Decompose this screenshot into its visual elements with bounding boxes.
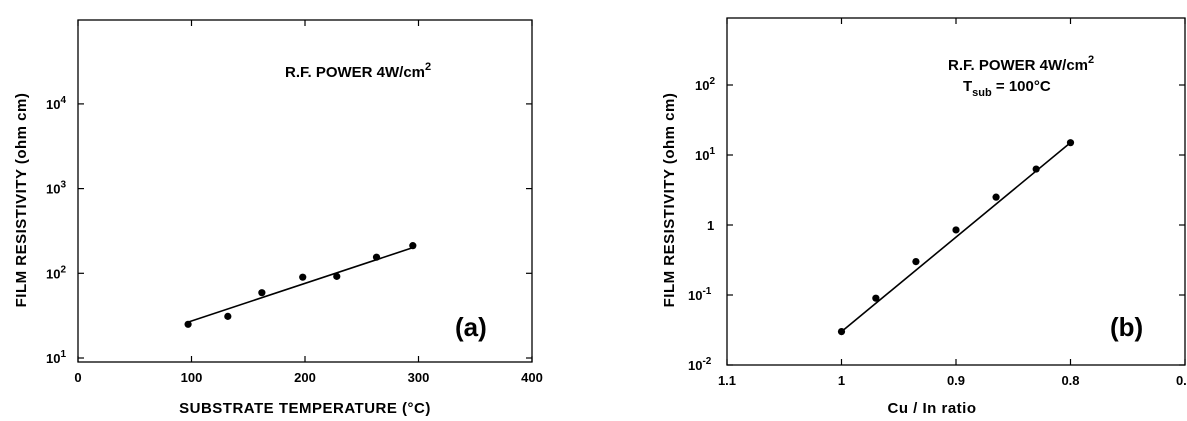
x-tick-label: 200 [294, 370, 316, 385]
y-tick-label: 101 [46, 349, 66, 366]
annotation-rf-power-a: R.F. POWER 4W/cm2 [285, 61, 431, 81]
data-point [299, 273, 307, 281]
y-axis-title-a: FILM RESISTIVITY (ohm cm) [13, 93, 30, 308]
x-tick-label: 1.1 [718, 373, 736, 388]
data-point [912, 258, 920, 266]
x-tick-label: 1 [838, 373, 845, 388]
x-tick-label: 300 [408, 370, 430, 385]
data-point [333, 272, 341, 280]
x-tick-label: 400 [521, 370, 543, 385]
data-point [992, 193, 1000, 201]
data-point [258, 289, 266, 297]
y-tick-label: 104 [46, 95, 66, 112]
chart-panel-a: 0 100 200 300 400 101 102 103 104 R.F. POWER 4W… [13, 19, 543, 417]
panel-label-a: (a) [455, 312, 487, 342]
data-points-b [837, 139, 1075, 336]
x-axis-title-b: Cu / In ratio [888, 400, 977, 417]
fit-line-b [840, 142, 1072, 333]
x-tick-label: 100 [181, 370, 203, 385]
y-axis-title-b: FILM RESISTIVITY (ohm cm) [661, 93, 678, 308]
annotation-rf-power-b: R.F. POWER 4W/cm2 [948, 54, 1094, 74]
x-tick-label: 0.7 [1176, 373, 1187, 388]
x-ticks-a: 0 100 200 300 400 [74, 20, 543, 385]
x-tick-label: 0.9 [947, 373, 965, 388]
y-tick-label: 103 [46, 180, 66, 197]
chart-panel-b: 1.1 1 0.9 0.8 0.7 10-2 10-1 1 101 102 R.F. POWER… [661, 17, 1187, 417]
y-tick-label: 102 [46, 264, 66, 281]
y-tick-label: 10-2 [688, 356, 712, 373]
y-tick-label: 102 [695, 76, 715, 93]
x-tick-label: 0 [74, 370, 81, 385]
data-point [1032, 165, 1040, 173]
panel-label-b: (b) [1110, 312, 1143, 342]
y-tick-label: 1 [707, 218, 714, 233]
x-ticks-b: 1.1 1 0.9 0.8 0.7 [718, 18, 1187, 388]
x-tick-label: 0.8 [1061, 373, 1079, 388]
data-point [224, 312, 232, 320]
x-axis-title-a: SUBSTRATE TEMPERATURE (°C) [179, 400, 431, 417]
data-point [872, 294, 880, 302]
y-ticks-a: 101 102 103 104 [46, 95, 532, 366]
y-tick-label: 101 [695, 146, 715, 163]
data-point [952, 226, 960, 234]
y-tick-label: 10-1 [688, 286, 712, 303]
fit-line-a [185, 246, 416, 324]
annotation-tsub-b: Tsub = 100°C [963, 78, 1051, 99]
y-ticks-b: 10-2 10-1 1 101 102 [688, 76, 1185, 373]
